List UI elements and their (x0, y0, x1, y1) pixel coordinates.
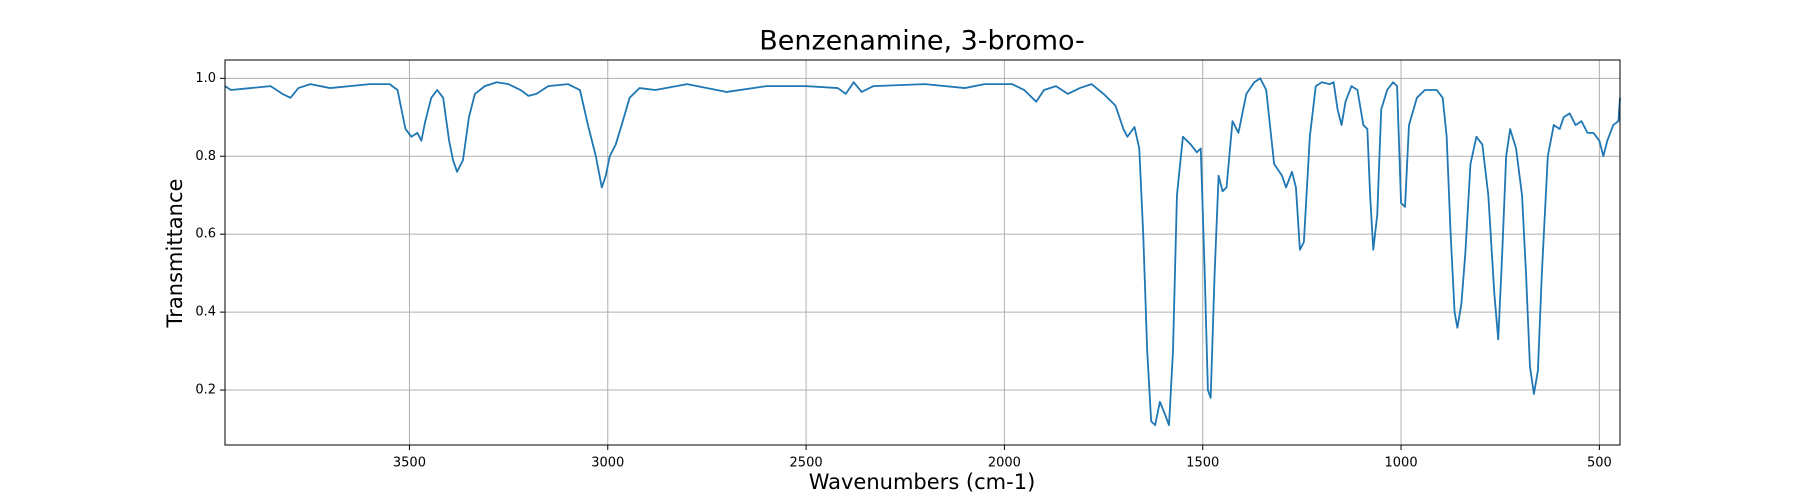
y-tick-label: 0.8 (195, 149, 216, 164)
y-tick-label: 0.4 (195, 305, 216, 320)
x-tick-label: 2000 (988, 456, 1021, 471)
x-tick-label: 1000 (1385, 456, 1418, 471)
y-tick-label: 1.0 (195, 71, 216, 86)
x-axis-label: Wavenumbers (cm-1) (809, 470, 1036, 494)
y-axis-label: Transmittance (163, 179, 187, 329)
x-tick-label: 2500 (790, 456, 823, 471)
spectrum-line (224, 77, 1621, 427)
x-tick-label: 1500 (1186, 456, 1219, 471)
plot-frame (224, 59, 1621, 446)
x-tick-label: 500 (1587, 456, 1612, 471)
x-tick-label: 3500 (393, 456, 426, 471)
y-tick-label: 0.2 (195, 383, 216, 398)
y-tick-label: 0.6 (195, 227, 216, 242)
x-tick-label: 3000 (591, 456, 624, 471)
chart-title: Benzenamine, 3-bromo- (759, 26, 1085, 57)
